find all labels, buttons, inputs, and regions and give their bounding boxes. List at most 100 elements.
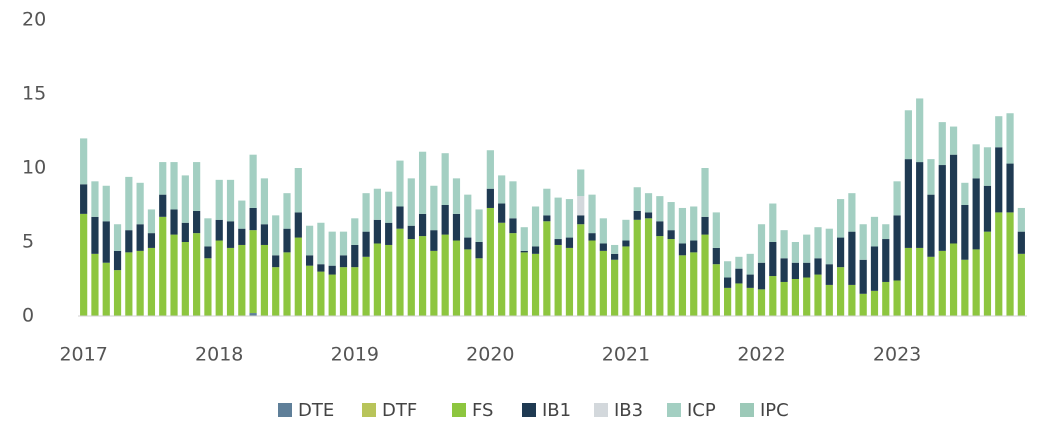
bar-segment [125, 176, 133, 231]
bar-segment [577, 224, 585, 316]
bar-segment [396, 160, 404, 207]
bar-segment [283, 228, 291, 253]
bar-segment [803, 277, 811, 316]
bar-segment [633, 210, 641, 220]
bar-segment [611, 244, 619, 254]
bar-segment [769, 242, 777, 277]
bar-segment [848, 193, 856, 232]
bar-segment [113, 224, 122, 251]
bar-segment [306, 225, 314, 256]
legend-label: IB3 [614, 400, 643, 421]
bar-segment [1017, 231, 1025, 254]
bar-segment [125, 252, 133, 316]
bar-segment [373, 219, 381, 244]
bar-segment [791, 262, 799, 279]
bar-segment [983, 231, 992, 316]
bar-segment [848, 284, 856, 316]
bar-segment [159, 216, 167, 316]
bar-segment [916, 162, 924, 248]
bar-segment [464, 194, 472, 238]
bar-segment [701, 216, 709, 235]
bar-segment [712, 247, 720, 265]
bar-segment [509, 233, 517, 316]
x-tick-label: 2023 [873, 344, 921, 366]
bar-segment [294, 168, 302, 213]
bar-segment [452, 178, 461, 214]
bar-segment [995, 116, 1003, 148]
bar-segment [531, 246, 540, 254]
bar-segment [701, 168, 709, 217]
legend-label: IB1 [542, 400, 571, 421]
bar-segment [814, 274, 822, 316]
bar-segment [927, 159, 935, 195]
bar-segment [599, 243, 607, 251]
bar-segment [430, 250, 438, 316]
bar-segment [667, 230, 675, 240]
bar-segment [91, 181, 99, 217]
bar-segment [294, 237, 302, 316]
bar-segment [520, 252, 528, 316]
bar-segment [204, 246, 212, 259]
x-tick-label: 2022 [737, 344, 785, 366]
bar-segment [611, 253, 619, 260]
bar-segment [193, 210, 201, 234]
bar-segment [916, 98, 924, 163]
legend-label: ICP [687, 400, 716, 421]
bar-segment [633, 187, 641, 211]
bar-segment [181, 222, 189, 242]
bar-segment [475, 242, 483, 259]
bar-segment [91, 216, 99, 254]
bar-segment [136, 224, 144, 251]
bar-segment [893, 215, 901, 281]
bar-segment [531, 253, 540, 316]
bar-segment [882, 224, 890, 240]
bar-segment [870, 290, 879, 316]
bar-segment [159, 194, 167, 217]
legend-label: IPC [760, 400, 789, 421]
bar-segment [893, 280, 901, 316]
bar-segment [803, 262, 811, 278]
bar-segment [644, 212, 653, 219]
bar-segment [520, 250, 528, 253]
bar-segment [791, 242, 799, 263]
bar-segment [385, 222, 393, 245]
bar-segment [599, 250, 607, 316]
bar-segment [938, 250, 946, 316]
bar-segment [452, 240, 461, 316]
bar-segment [690, 252, 698, 316]
bar-segment [80, 184, 88, 214]
bar-segment [746, 287, 754, 316]
bar-segment [396, 206, 404, 229]
bar-segment [701, 234, 709, 316]
bar-segment [498, 222, 506, 316]
legend-label: DTE [298, 400, 334, 421]
bar-segment [170, 162, 178, 210]
bar-segment [848, 231, 856, 285]
bar-segment [498, 175, 506, 204]
bar-segment [611, 259, 619, 316]
bar-segment [215, 240, 223, 316]
bar-segment [475, 258, 483, 316]
bar-segment [193, 233, 201, 316]
bar-segment [238, 228, 246, 245]
bar-segment [667, 239, 675, 316]
bar-segment [464, 249, 472, 316]
bar-segment [724, 287, 732, 316]
bar-segment [588, 233, 596, 241]
bar-segment [283, 193, 291, 229]
y-tick-label: 15 [22, 83, 46, 105]
bar-segment [803, 234, 811, 263]
bar-segment [475, 209, 483, 242]
bar-segment [554, 197, 562, 240]
bar-segment [554, 244, 562, 316]
bar-segment [995, 147, 1003, 213]
bar-segment [147, 233, 156, 248]
bar-segment [113, 270, 122, 316]
bar-segment [927, 256, 935, 316]
bar-segment [961, 259, 969, 316]
bar-segment [170, 209, 178, 235]
legend-swatch [740, 403, 754, 417]
bar-segment [385, 244, 393, 316]
bar-segment [712, 264, 720, 316]
